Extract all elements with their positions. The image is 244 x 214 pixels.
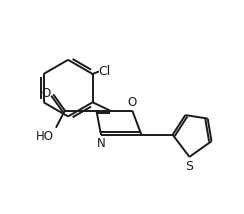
- Text: O: O: [128, 96, 137, 109]
- Text: O: O: [42, 87, 51, 100]
- Text: Cl: Cl: [99, 65, 111, 78]
- Text: N: N: [97, 137, 105, 150]
- Text: S: S: [185, 160, 193, 172]
- Text: HO: HO: [36, 130, 54, 143]
